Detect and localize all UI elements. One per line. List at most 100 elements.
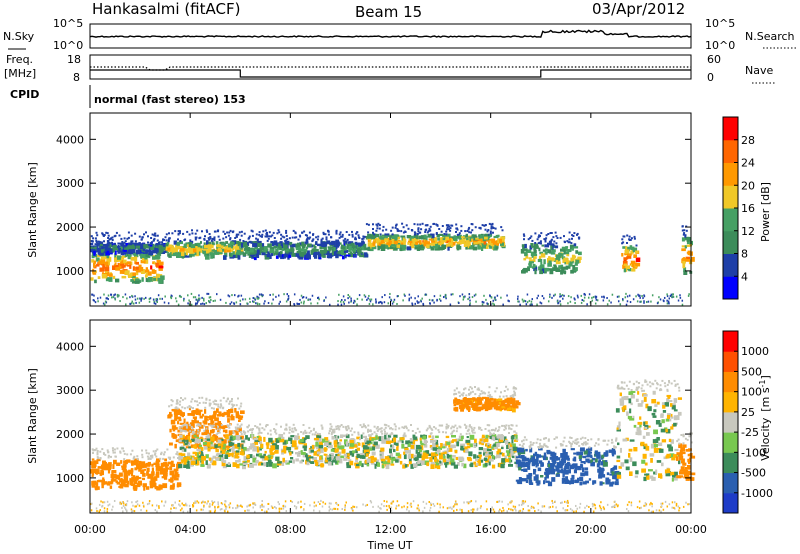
range-time-cell <box>245 448 250 452</box>
range-time-cell <box>211 421 215 424</box>
range-time-cell <box>429 243 433 246</box>
weak-return-cell <box>429 225 432 228</box>
weak-return-cell <box>367 424 370 427</box>
ground-scatter-cell <box>256 302 259 305</box>
weak-return-cell <box>473 431 476 434</box>
ground-scatter-cell <box>557 302 559 305</box>
weak-return-cell <box>361 238 364 240</box>
range-time-cell <box>577 256 582 260</box>
range-time-cell <box>174 443 177 449</box>
weak-return-cell <box>267 432 269 435</box>
nsearch-tick-bottom: 10^0 <box>705 39 735 52</box>
range-time-cell <box>390 238 396 243</box>
ground-scatter-cell <box>248 297 251 300</box>
range-time-cell <box>552 249 556 253</box>
range-time-cell <box>505 440 509 445</box>
range-time-cell <box>432 245 435 248</box>
weak-return-cell <box>424 229 427 231</box>
range-time-cell <box>250 241 254 244</box>
range-time-cell <box>298 451 301 454</box>
weak-return-cell <box>210 239 213 242</box>
range-time-cell <box>575 250 579 254</box>
weak-return-cell <box>483 224 486 227</box>
range-time-cell <box>192 416 197 419</box>
range-time-cell <box>237 442 241 447</box>
range-time-cell <box>458 241 462 244</box>
weak-return-cell <box>111 447 114 450</box>
weak-return-cell <box>184 238 187 241</box>
ground-scatter-cell <box>153 300 155 303</box>
range-time-cell <box>107 466 111 471</box>
range-time-cell <box>423 235 427 238</box>
range-time-cell <box>194 243 199 246</box>
ground-scatter-cell <box>103 303 106 306</box>
range-time-cell <box>372 241 376 246</box>
ground-scatter-cell <box>517 295 519 298</box>
ground-scatter-cell <box>422 500 425 503</box>
ground-scatter-cell <box>660 502 662 505</box>
ground-scatter-cell <box>643 294 645 297</box>
range-time-cell <box>489 234 492 238</box>
range-time-cell <box>301 245 306 249</box>
range-time-cell <box>395 459 399 463</box>
range-time-cell <box>186 464 191 469</box>
ground-scatter-cell <box>322 501 324 504</box>
ground-scatter-cell <box>406 506 409 509</box>
ground-scatter-cell <box>567 504 569 507</box>
range-time-cell <box>183 418 186 424</box>
range-time-cell <box>187 440 192 444</box>
range-time-cell <box>207 440 211 443</box>
range-time-cell <box>150 265 153 270</box>
weak-return-cell <box>555 235 558 238</box>
weak-return-cell <box>258 429 261 432</box>
range-time-cell <box>129 264 132 269</box>
range-time-cell <box>365 453 369 457</box>
ground-scatter-cell <box>666 293 668 296</box>
ground-scatter-cell <box>154 509 157 512</box>
range-time-cell <box>324 442 329 446</box>
range-time-cell <box>121 260 124 266</box>
weak-return-cell <box>152 450 155 453</box>
range-time-cell <box>361 442 365 448</box>
range-time-cell <box>278 254 282 258</box>
range-time-cell <box>486 442 490 446</box>
ground-scatter-cell <box>410 296 412 299</box>
range-time-cell <box>225 430 228 434</box>
weak-return-cell <box>488 424 491 427</box>
range-time-cell <box>195 247 201 252</box>
weak-return-cell <box>182 232 185 235</box>
range-time-cell <box>96 257 100 262</box>
range-time-cell <box>450 461 456 466</box>
ground-scatter-cell <box>378 301 381 304</box>
ground-scatter-cell <box>344 299 346 302</box>
range-time-cell <box>240 410 245 414</box>
range-time-cell <box>171 245 174 251</box>
ground-scatter-cell <box>596 299 599 302</box>
weak-return-cell <box>351 230 353 233</box>
weak-return-cell <box>306 236 309 239</box>
weak-return-cell <box>385 228 388 231</box>
range-time-cell <box>314 437 319 441</box>
range-time-cell <box>111 470 117 474</box>
weak-return-cell <box>235 235 238 238</box>
weak-return-cell <box>167 240 170 243</box>
range-time-cell <box>96 458 101 462</box>
range-time-cell <box>231 452 234 458</box>
date-title: 03/Apr/2012 <box>592 0 685 18</box>
range-time-cell <box>333 444 338 448</box>
colorbar-tick-label: 12 <box>741 225 755 238</box>
range-time-cell <box>250 248 254 253</box>
ground-scatter-cell <box>232 507 234 510</box>
ground-scatter-cell <box>553 294 555 297</box>
range-time-cell <box>476 459 481 462</box>
ground-scatter-cell <box>108 503 111 506</box>
range-time-cell <box>272 241 276 246</box>
range-time-cell <box>154 476 158 481</box>
range-time-cell <box>397 454 402 459</box>
weak-return-cell <box>291 236 294 239</box>
range-time-cell <box>625 267 628 272</box>
weak-return-cell <box>424 224 427 227</box>
weak-return-cell <box>466 230 469 232</box>
ground-scatter-cell <box>300 500 302 503</box>
weak-return-cell <box>278 433 281 436</box>
